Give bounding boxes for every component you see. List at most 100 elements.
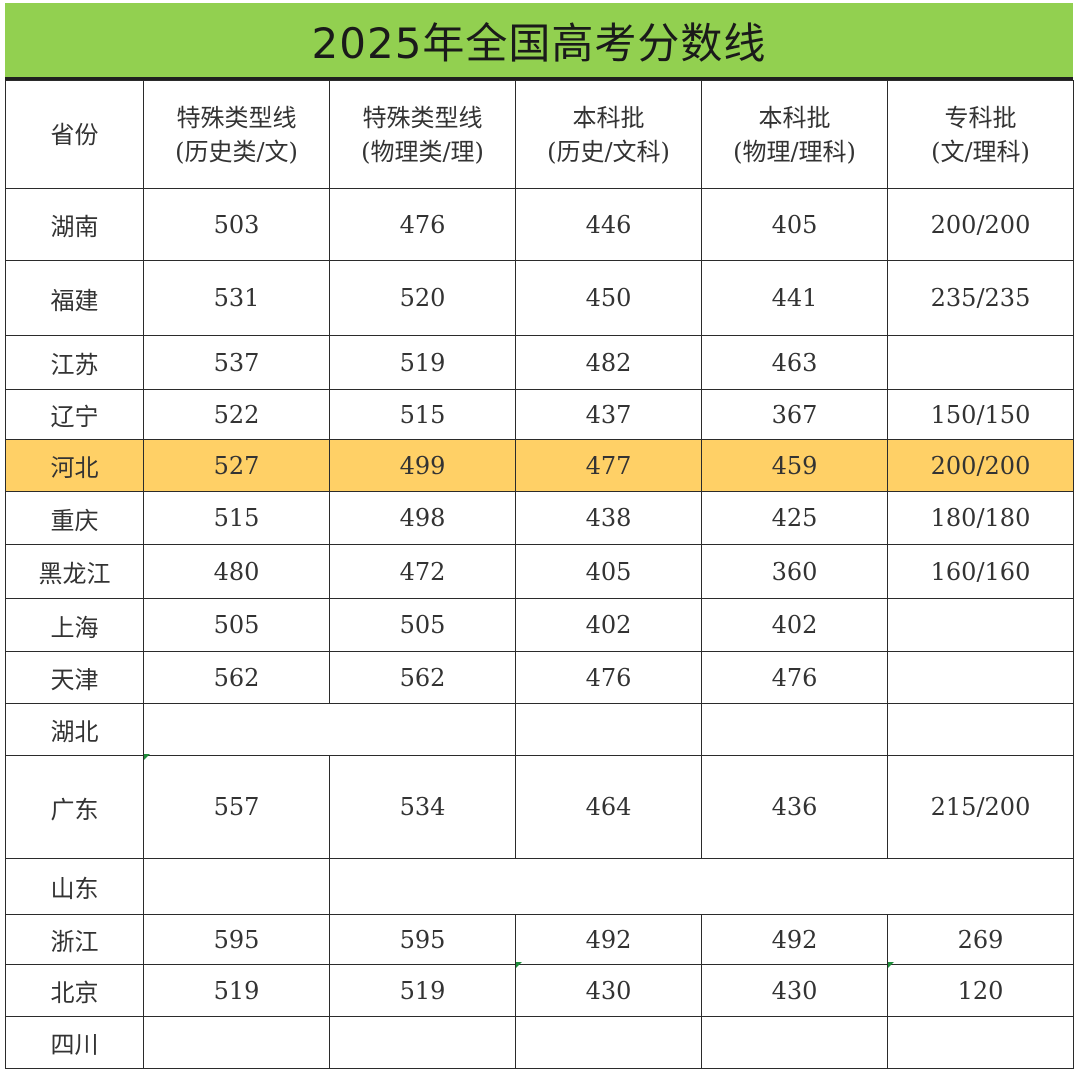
value-cell: 515 — [329, 389, 516, 440]
value-cell: 235/235 — [887, 260, 1074, 336]
province-cell: 福建 — [5, 260, 144, 336]
value-cell: 405 — [701, 188, 888, 261]
province-cell: 辽宁 — [5, 389, 144, 440]
value-cell: 595 — [329, 914, 516, 965]
value-cell: 367 — [701, 389, 888, 440]
value-cell: 477 — [515, 439, 702, 492]
province-cell: 湖南 — [5, 188, 144, 261]
value-cell: 537 — [143, 335, 330, 390]
empty-cell — [701, 703, 888, 756]
province-cell: 山东 — [5, 858, 144, 915]
cell-marker — [888, 962, 894, 968]
value-cell: 430 — [515, 964, 702, 1017]
column-header: 本科批 (历史/文科) — [515, 80, 702, 189]
column-header-line: (物理类/理) — [361, 137, 484, 166]
value-cell: 446 — [515, 188, 702, 261]
value-cell: 492 — [515, 914, 702, 965]
column-header-line: (物理/理科) — [733, 137, 856, 166]
column-header-line: (文/理科) — [931, 137, 1030, 166]
value-cell: 505 — [143, 598, 330, 652]
value-cell: 464 — [515, 755, 702, 859]
value-cell: 438 — [515, 491, 702, 545]
empty-cell — [515, 703, 702, 756]
value-cell — [887, 1016, 1074, 1069]
value-cell — [515, 1016, 702, 1069]
value-cell: 200/200 — [887, 188, 1074, 261]
value-cell: 120 — [887, 964, 1074, 1017]
value-cell: 269 — [887, 914, 1074, 965]
value-cell: 520 — [329, 260, 516, 336]
province-cell: 北京 — [5, 964, 144, 1017]
column-header: 专科批 (文/理科) — [887, 80, 1074, 189]
value-cell: 360 — [701, 544, 888, 599]
value-cell: 472 — [329, 544, 516, 599]
value-cell: 402 — [701, 598, 888, 652]
value-cell: 459 — [701, 439, 888, 492]
value-cell: 492 — [701, 914, 888, 965]
value-cell: 527 — [143, 439, 330, 492]
province-cell: 上海 — [5, 598, 144, 652]
cell-marker — [144, 754, 150, 760]
value-cell: 505 — [329, 598, 516, 652]
value-cell: 150/150 — [887, 389, 1074, 440]
column-header-line: (历史/文科) — [547, 137, 670, 166]
province-cell: 河北 — [5, 439, 144, 492]
value-cell: 534 — [329, 755, 516, 859]
column-header-line: 本科批 — [758, 103, 831, 132]
value-cell: 402 — [515, 598, 702, 652]
value-cell: 519 — [329, 964, 516, 1017]
value-cell: 476 — [515, 651, 702, 704]
province-cell: 湖北 — [5, 703, 144, 756]
value-cell — [887, 651, 1074, 704]
value-cell: 476 — [329, 188, 516, 261]
value-cell: 482 — [515, 335, 702, 390]
value-cell: 562 — [329, 651, 516, 704]
value-cell: 503 — [143, 188, 330, 261]
column-header: 省份 — [5, 80, 144, 189]
value-cell: 437 — [515, 389, 702, 440]
title-bar: 2025年全国高考分数线 — [5, 3, 1073, 80]
column-header-line: (历史类/文) — [175, 137, 298, 166]
value-cell: 200/200 — [887, 439, 1074, 492]
value-cell: 557 — [143, 755, 330, 859]
province-cell: 黑龙江 — [5, 544, 144, 599]
value-cell — [887, 598, 1074, 652]
column-header-line: 本科批 — [572, 103, 645, 132]
value-cell: 562 — [143, 651, 330, 704]
value-cell: 430 — [701, 964, 888, 1017]
province-cell: 浙江 — [5, 914, 144, 965]
value-cell: 531 — [143, 260, 330, 336]
value-cell — [887, 335, 1074, 390]
value-cell: 522 — [143, 389, 330, 440]
value-cell: 476 — [701, 651, 888, 704]
value-cell — [701, 1016, 888, 1069]
value-cell: 519 — [143, 964, 330, 1017]
empty-cell — [329, 858, 1074, 915]
province-cell: 重庆 — [5, 491, 144, 545]
column-header: 特殊类型线 (物理类/理) — [329, 80, 516, 189]
value-cell: 450 — [515, 260, 702, 336]
column-header-line: 特殊类型线 — [362, 103, 483, 132]
province-cell: 天津 — [5, 651, 144, 704]
empty-cell — [887, 703, 1074, 756]
value-cell: 436 — [701, 755, 888, 859]
empty-cell — [143, 858, 330, 915]
value-cell: 515 — [143, 491, 330, 545]
value-cell — [143, 1016, 330, 1069]
value-cell: 160/160 — [887, 544, 1074, 599]
column-header-line: 专科批 — [944, 103, 1017, 132]
empty-cell — [143, 703, 516, 756]
province-cell: 四川 — [5, 1016, 144, 1069]
column-header: 特殊类型线 (历史类/文) — [143, 80, 330, 189]
value-cell: 499 — [329, 439, 516, 492]
province-cell: 广东 — [5, 755, 144, 859]
value-cell: 480 — [143, 544, 330, 599]
column-header-line: 特殊类型线 — [176, 103, 297, 132]
value-cell: 405 — [515, 544, 702, 599]
cell-marker — [516, 962, 522, 968]
value-cell: 595 — [143, 914, 330, 965]
value-cell: 519 — [329, 335, 516, 390]
column-header: 本科批 (物理/理科) — [701, 80, 888, 189]
value-cell — [329, 1016, 516, 1069]
value-cell: 463 — [701, 335, 888, 390]
